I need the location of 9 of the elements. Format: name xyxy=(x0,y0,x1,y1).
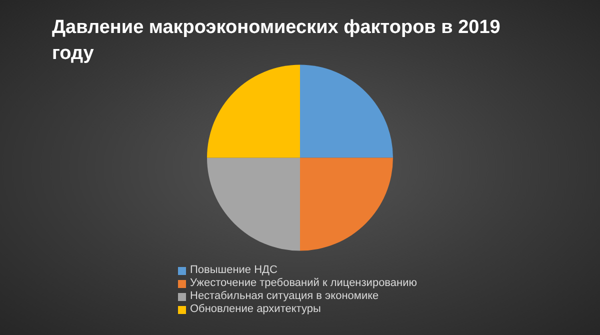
pie-slice xyxy=(300,64,393,158)
pie-slice xyxy=(207,64,300,158)
pie-slice xyxy=(207,158,300,251)
legend-label: Обновление архитектуры xyxy=(190,303,321,316)
legend-label: Ужесточение требований к лицензированию xyxy=(190,277,417,290)
legend-label: Нестабильная ситуация в экономике xyxy=(190,290,379,303)
legend-label: Повышение НДС xyxy=(190,264,278,277)
chart-title: Давление макроэкономиеских факторов в 2019 году xyxy=(52,16,502,66)
pie-slice xyxy=(300,158,393,251)
